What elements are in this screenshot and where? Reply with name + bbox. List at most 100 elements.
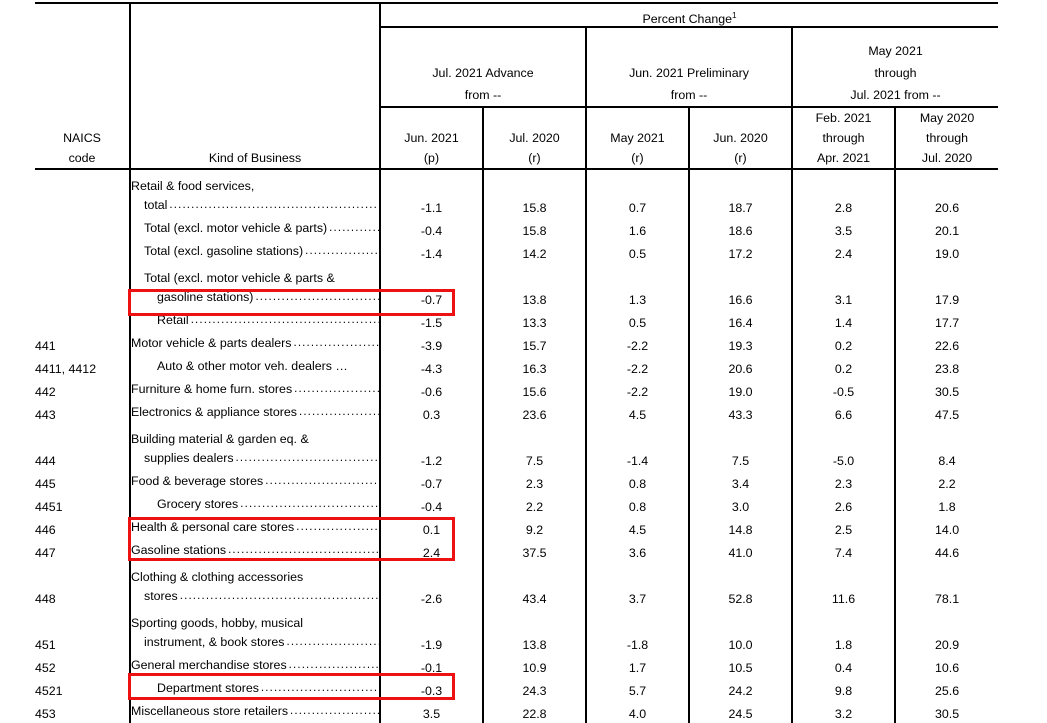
data-value: -2.2 bbox=[626, 385, 649, 400]
table-row: Total (excl. motor vehicle & parts).....… bbox=[35, 215, 999, 239]
kob-line-text: General merchandise stores bbox=[131, 657, 287, 672]
data-cell-col-4: 10.5 bbox=[688, 652, 792, 676]
data-cell-col-1: -0.6 bbox=[379, 376, 483, 400]
dot-leader: ........................................… bbox=[169, 199, 380, 212]
data-cell-col-2: 43.4 bbox=[482, 560, 586, 607]
naics-code-cell: 441 bbox=[35, 330, 130, 353]
group-header-jun-2021-preliminary: Jun. 2021 Preliminary from -- bbox=[585, 27, 792, 108]
col-line1: May 2020 bbox=[919, 111, 975, 125]
data-value: 17.7 bbox=[934, 316, 960, 331]
kob-line: Sporting goods, hobby, musical bbox=[131, 614, 379, 633]
dot-leader: ........................................… bbox=[293, 337, 379, 350]
data-cell-col-5: -0.3 bbox=[791, 721, 895, 723]
data-cell-col-2: 15.7 bbox=[482, 330, 586, 354]
data-value: -1.5 bbox=[420, 316, 443, 331]
kob-line: Total (excl. motor vehicle & parts).....… bbox=[132, 219, 380, 239]
kind-of-business-cell: Auto & other motor veh. dealers … bbox=[129, 353, 380, 377]
naics-code-cell: 446 bbox=[35, 514, 130, 537]
data-value: 25.6 bbox=[934, 684, 960, 699]
data-cell-col-2: 15.8 bbox=[482, 215, 586, 239]
data-value: 0.7 bbox=[628, 201, 647, 216]
data-cell-col-4: 18.7 bbox=[688, 168, 792, 216]
naics-header-line2: code bbox=[68, 151, 96, 166]
footnote-marker: 1 bbox=[732, 10, 737, 20]
kob-line-text: supplies dealers bbox=[144, 450, 234, 465]
data-value: 1.4 bbox=[834, 316, 853, 331]
col-line1: Jul. 2020 bbox=[509, 131, 560, 146]
data-value: 0.5 bbox=[628, 247, 647, 262]
data-cell-col-2: 10.9 bbox=[482, 652, 586, 676]
data-value: 52.8 bbox=[728, 592, 753, 607]
data-cell-col-1: 3.5 bbox=[379, 698, 483, 722]
data-cell-col-3: -1.8 bbox=[585, 606, 689, 653]
data-cell-col-6: 30.5 bbox=[893, 698, 999, 722]
kob-line-text: Sporting goods, hobby, musical bbox=[131, 615, 303, 630]
kob-line: Retail & food services, bbox=[132, 177, 379, 196]
data-value: 0.1 bbox=[422, 523, 441, 538]
data-cell-col-6: 1.8 bbox=[893, 491, 999, 515]
table-row: 452 General merchandise stores...........… bbox=[35, 652, 999, 676]
dot-leader: ........................................… bbox=[190, 314, 380, 327]
data-value: -3.9 bbox=[420, 339, 443, 354]
kob-line-text: Retail bbox=[157, 312, 189, 327]
data-value: 2.4 bbox=[422, 546, 441, 561]
data-cell-col-3: 3.7 bbox=[585, 560, 689, 607]
kind-of-business-cell: Grocery stores..........................… bbox=[129, 491, 380, 515]
data-value: 19.0 bbox=[934, 247, 960, 262]
dot-leader: ........................................… bbox=[228, 544, 379, 557]
col-line3: Jul. 2020 bbox=[921, 151, 973, 166]
kob-line: total...................................… bbox=[132, 196, 380, 216]
data-cell-col-3: 4.0 bbox=[585, 698, 689, 722]
data-value: 15.6 bbox=[522, 385, 547, 400]
data-cell-col-5: 0.2 bbox=[791, 330, 895, 354]
group-line1: Jun. 2021 Preliminary bbox=[629, 65, 749, 80]
spanner-title: Percent Change bbox=[642, 12, 733, 26]
naics-code-cell: 447 bbox=[35, 537, 130, 560]
data-cell-col-4: 12.1 bbox=[688, 721, 792, 723]
data-cell-col-5: 2.5 bbox=[791, 514, 895, 538]
data-value: 13.8 bbox=[522, 638, 547, 653]
dot-leader: ........................................… bbox=[296, 521, 379, 534]
kob-line: Grocery stores..........................… bbox=[132, 495, 380, 515]
kob-line-text: Department stores bbox=[157, 680, 259, 695]
data-cell-col-6: 44.6 bbox=[893, 537, 999, 561]
col-line2: through bbox=[822, 131, 865, 146]
data-cell-col-4: 19.0 bbox=[688, 376, 792, 400]
data-value: 4.0 bbox=[628, 707, 647, 722]
naics-code-cell: 445 bbox=[35, 468, 130, 491]
naics-code-value: 4411, 4412 bbox=[35, 362, 97, 377]
data-cell-col-5: 7.4 bbox=[791, 537, 895, 561]
kob-line: Auto & other motor veh. dealers … bbox=[132, 357, 379, 376]
data-cell-col-6: 25.6 bbox=[893, 675, 999, 699]
naics-code-cell: 4451 bbox=[35, 491, 130, 514]
data-cell-col-5: 2.8 bbox=[791, 168, 895, 216]
table-row: 453 Miscellaneous store retailers........… bbox=[35, 698, 999, 722]
data-cell-col-4: 7.5 bbox=[688, 422, 792, 469]
data-value: -0.4 bbox=[420, 224, 443, 239]
kob-line-text: Building material & garden eq. & bbox=[131, 431, 309, 446]
naics-code-value: 451 bbox=[35, 638, 56, 653]
data-cell-col-4: 24.5 bbox=[688, 698, 792, 722]
data-value: 3.5 bbox=[422, 707, 441, 722]
data-value: 24.5 bbox=[728, 707, 753, 722]
data-cell-col-6: 78.1 bbox=[893, 560, 999, 607]
dot-leader: ........................................… bbox=[286, 636, 381, 649]
data-value: 11.6 bbox=[831, 592, 856, 607]
table-row: 4451 Grocery stores......................… bbox=[35, 491, 999, 515]
data-cell-col-5: -5.0 bbox=[791, 422, 895, 469]
naics-code-cell: 453 bbox=[35, 698, 130, 721]
data-value: 2.2 bbox=[525, 500, 544, 515]
data-cell-col-4: 16.6 bbox=[688, 261, 792, 308]
kob-line: Health & personal care stores...........… bbox=[132, 518, 379, 538]
table-row: 451 Sporting goods, hobby, musical instrum… bbox=[35, 606, 999, 653]
column-header-jun-2021-p: Jun. 2021 (p) bbox=[379, 107, 483, 171]
data-cell-col-3: -1.4 bbox=[585, 422, 689, 469]
kind-of-business-cell: General merchandise stores..............… bbox=[129, 652, 380, 676]
dot-leader: ........................................… bbox=[179, 590, 380, 603]
dot-leader: ........................................… bbox=[235, 452, 380, 465]
col-line3: Apr. 2021 bbox=[816, 151, 871, 166]
data-cell-col-2: 9.2 bbox=[482, 514, 586, 538]
data-value: 15.8 bbox=[522, 224, 547, 239]
naics-code-cell bbox=[35, 215, 130, 238]
kob-line-text: Total (excl. motor vehicle & parts) bbox=[144, 220, 328, 235]
